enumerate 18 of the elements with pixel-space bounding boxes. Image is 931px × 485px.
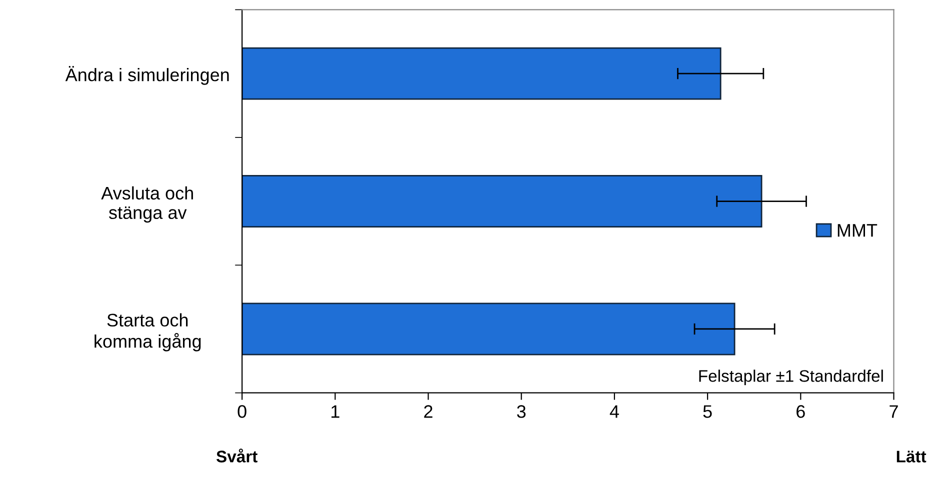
x-tick-label: 4 [610, 405, 619, 418]
y-tick-label: Starta och komma igång [94, 313, 201, 352]
x-tick-label: 2 [424, 405, 432, 418]
bar [242, 302, 736, 356]
bar [242, 175, 762, 228]
y-tick-label: Ändra i simuleringen [65, 66, 229, 85]
annotation: Felstaplar ±1 Standardfel [699, 370, 883, 386]
x-tick-label: 0 [238, 405, 246, 418]
x-tick-label: 6 [796, 405, 805, 418]
text: Lätt [896, 450, 926, 462]
x-tick-label: 3 [517, 405, 526, 418]
x-tick-label: 1 [332, 405, 340, 418]
x-tick-label: 7 [890, 405, 898, 418]
x-tick-label: 5 [703, 405, 712, 418]
legend-label: MMT [838, 224, 878, 237]
bar [242, 47, 722, 100]
text: Svårt [216, 448, 258, 462]
y-tick-label: Avsluta och stänga av [101, 186, 193, 223]
